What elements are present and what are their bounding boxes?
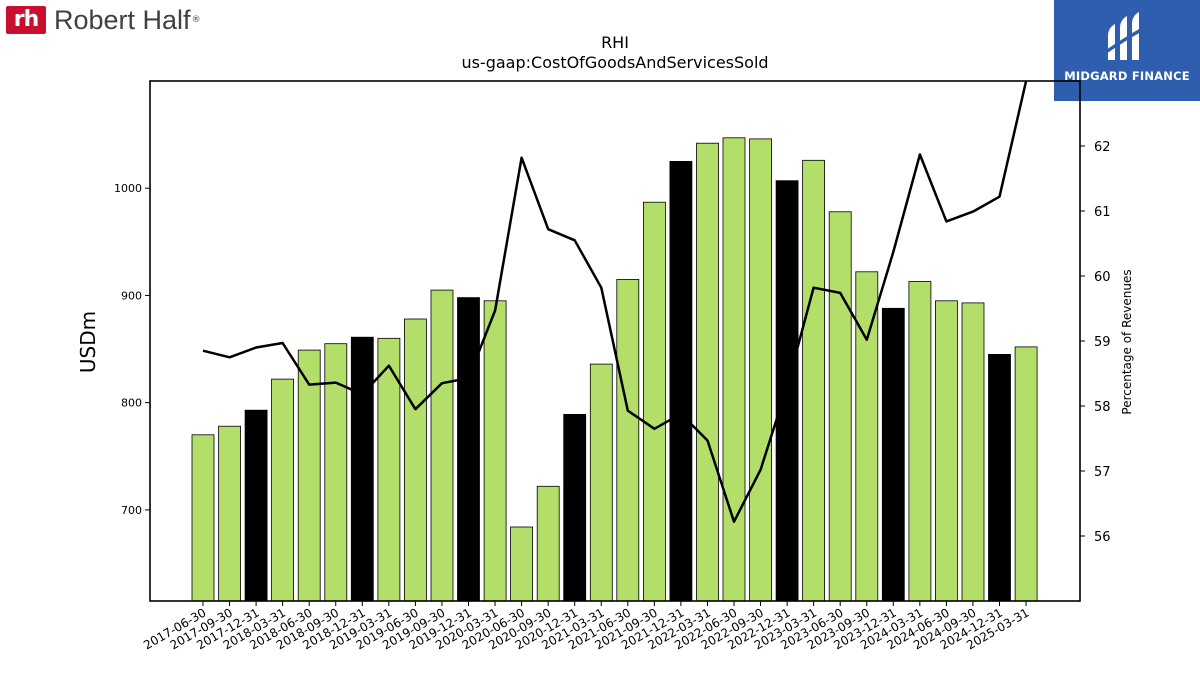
bar-2019-06-30 bbox=[403, 318, 427, 602]
y-tick-label-left: 700 bbox=[121, 504, 142, 517]
bar-2017-09-30 bbox=[218, 425, 242, 602]
y-tick-label-left: 900 bbox=[121, 289, 142, 302]
axes: 7008009001000565758596061622017-06-30201… bbox=[114, 80, 1111, 652]
rh-logo-mark: rh bbox=[6, 6, 46, 34]
y-tick-label-right: 57 bbox=[1094, 465, 1111, 480]
y-tick-label-right: 60 bbox=[1094, 270, 1111, 285]
registered-mark: ® bbox=[191, 15, 201, 25]
bar-2022-12-31 bbox=[775, 180, 799, 602]
y-axis-label-right: Percentage of Revenues bbox=[1120, 269, 1134, 414]
midgard-finance-text: MIDGARD FINANCE bbox=[1064, 69, 1190, 83]
bar-2018-12-31 bbox=[350, 336, 374, 602]
bar-2021-03-31 bbox=[589, 363, 613, 602]
midgard-m-icon bbox=[1106, 12, 1148, 60]
bar-2025-03-31 bbox=[1014, 346, 1038, 602]
y-tick-label-right: 56 bbox=[1094, 530, 1111, 545]
y-tick-label-left: 1000 bbox=[114, 182, 142, 195]
chart-title: RHI bbox=[601, 33, 629, 52]
bar-2024-12-31 bbox=[988, 353, 1011, 602]
bar-2017-06-30 bbox=[191, 434, 215, 602]
bar-2021-12-31 bbox=[669, 160, 693, 602]
bar-2023-09-30 bbox=[855, 271, 879, 602]
bar-2021-09-30 bbox=[643, 201, 666, 602]
bar-2020-03-31 bbox=[483, 300, 507, 602]
bar-2024-03-31 bbox=[908, 281, 932, 602]
bar-2023-12-31 bbox=[881, 307, 905, 602]
bar-2024-09-30 bbox=[961, 302, 985, 602]
bar-2021-06-30 bbox=[616, 278, 640, 602]
bar-2020-09-30 bbox=[536, 485, 560, 602]
bar-2024-06-30 bbox=[935, 300, 958, 602]
bar-2022-09-30 bbox=[749, 138, 772, 602]
bar-2023-06-30 bbox=[828, 211, 852, 602]
rh-logo-mark-text: rh bbox=[13, 7, 40, 32]
bar-2020-12-31 bbox=[563, 413, 587, 602]
bar-series bbox=[191, 137, 1038, 602]
y-tick-label-right: 62 bbox=[1094, 140, 1111, 155]
bar-2022-06-30 bbox=[722, 137, 746, 602]
y-axis-label-left: USDm bbox=[76, 311, 100, 373]
y-tick-label-right: 58 bbox=[1094, 400, 1111, 415]
robert-half-logo-text: Robert Half bbox=[54, 4, 191, 35]
bar-2017-12-31 bbox=[244, 409, 268, 602]
bar-2019-12-31 bbox=[457, 297, 480, 602]
robert-half-logo: rh Robert Half ® bbox=[6, 4, 201, 36]
bar-2019-09-30 bbox=[430, 289, 454, 602]
bar-2023-03-31 bbox=[802, 159, 825, 602]
midgard-finance-logo: MIDGARD FINANCE bbox=[1054, 0, 1200, 101]
bar-2022-03-31 bbox=[696, 142, 719, 602]
bar-2018-06-30 bbox=[297, 349, 321, 602]
bar-2018-03-31 bbox=[271, 378, 295, 602]
y-tick-label-left: 800 bbox=[121, 397, 142, 410]
y-tick-label-right: 59 bbox=[1094, 335, 1111, 350]
y-tick-label-right: 61 bbox=[1094, 205, 1111, 220]
chart-subtitle: us-gaap:CostOfGoodsAndServicesSold bbox=[461, 53, 768, 72]
percentage-line bbox=[202, 80, 1028, 523]
bar-2020-06-30 bbox=[510, 526, 534, 602]
